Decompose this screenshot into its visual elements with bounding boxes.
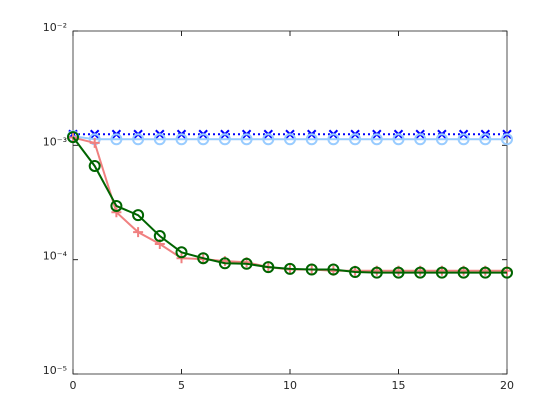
- marker: [327, 133, 340, 146]
- marker: [111, 207, 122, 218]
- marker: [501, 133, 513, 146]
- marker: [457, 266, 470, 279]
- marker: [262, 133, 275, 146]
- marker: [67, 131, 79, 144]
- marker: [88, 159, 101, 172]
- marker: [479, 266, 492, 279]
- marker: [175, 133, 188, 146]
- y-tick-label: 10⁻⁴: [43, 250, 68, 263]
- marker: [197, 133, 210, 146]
- marker: [392, 133, 405, 146]
- marker: [479, 133, 492, 146]
- marker: [501, 266, 513, 279]
- y-tick-label: 10⁻³: [43, 135, 67, 148]
- marker: [305, 133, 318, 146]
- marker: [327, 263, 340, 276]
- marker: [153, 133, 166, 146]
- marker: [435, 266, 448, 279]
- y-tick-label: 10⁻²: [43, 21, 67, 34]
- marker: [132, 209, 145, 222]
- marker: [218, 257, 231, 270]
- x-tick-label: 10: [283, 379, 297, 392]
- x-tick-label: 0: [70, 379, 77, 392]
- marker: [370, 266, 383, 279]
- x-tick-label: 15: [392, 379, 406, 392]
- marker: [392, 266, 405, 279]
- marker: [110, 199, 123, 212]
- marker: [240, 257, 253, 270]
- marker: [133, 227, 144, 238]
- marker: [414, 266, 427, 279]
- marker: [305, 263, 318, 276]
- marker: [175, 246, 188, 259]
- marker: [89, 137, 100, 148]
- marker: [284, 133, 296, 146]
- marker: [218, 133, 231, 146]
- marker: [197, 252, 210, 265]
- marker: [435, 133, 448, 146]
- x-tick-label: 20: [500, 379, 514, 392]
- marker: [414, 133, 427, 146]
- marker: [262, 261, 275, 274]
- marker: [153, 230, 166, 243]
- marker: [349, 133, 362, 146]
- marker: [240, 133, 253, 146]
- marker: [110, 133, 123, 146]
- series-line: [72, 135, 507, 141]
- marker: [370, 133, 383, 146]
- marker: [457, 133, 470, 146]
- marker: [349, 266, 362, 279]
- series-line: [72, 136, 507, 274]
- marker: [132, 133, 145, 146]
- plot-area: [72, 30, 508, 375]
- x-tick-label: 5: [178, 379, 185, 392]
- y-tick-label: 10⁻⁵: [43, 364, 67, 377]
- marker: [284, 262, 296, 275]
